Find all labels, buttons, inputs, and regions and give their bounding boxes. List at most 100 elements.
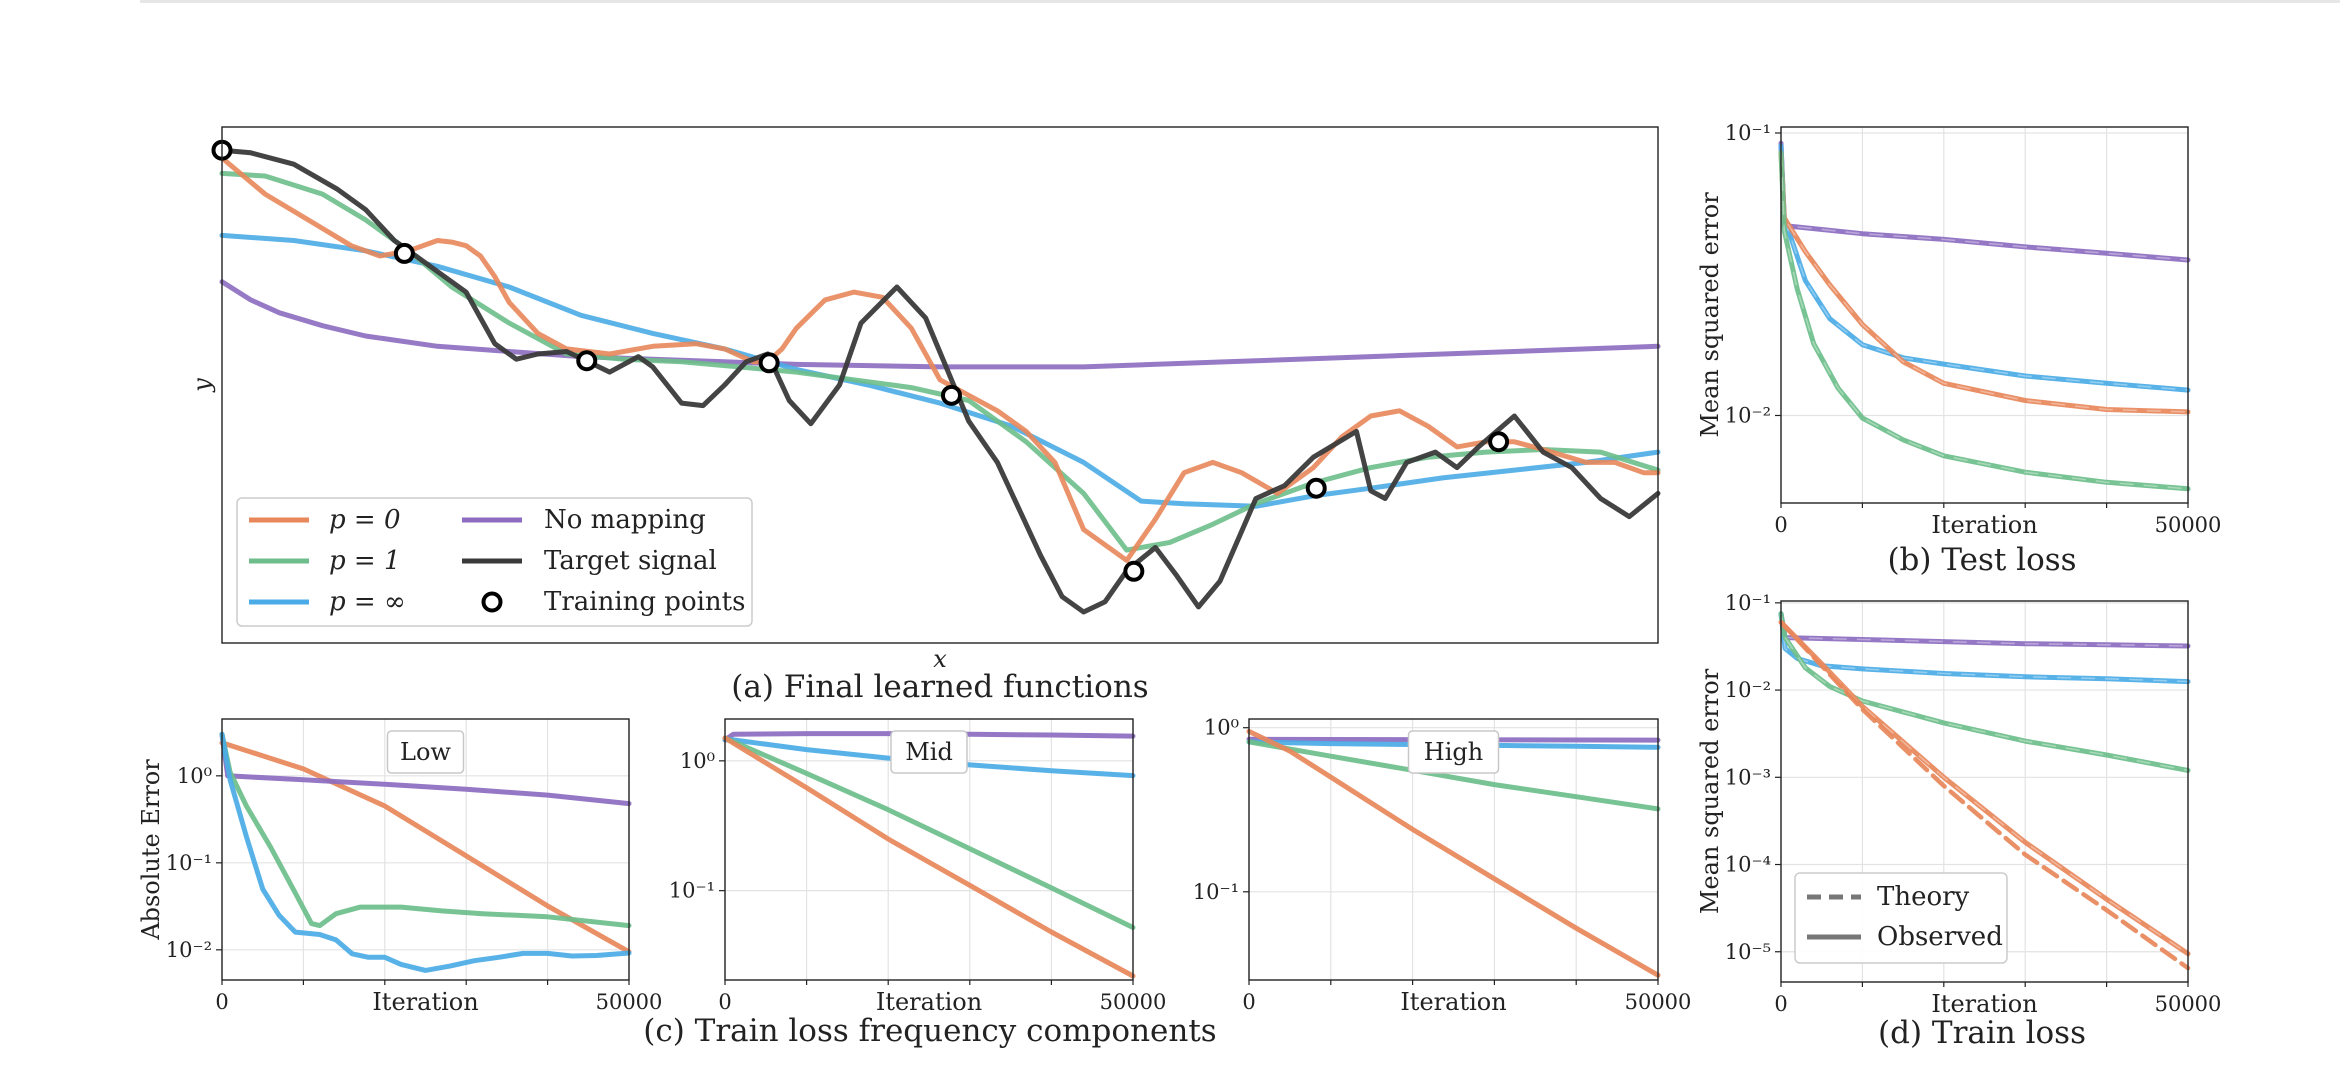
series-line-p0 [219,155,1661,563]
y-tick-label: 10⁰ [680,749,715,773]
theory-overlay-pinf [1780,145,2189,391]
frequency-band-box [1407,730,1500,774]
frequency-band-box [386,730,465,774]
legend-box [1794,872,2008,964]
x-tick-label: 50000 [2155,992,2222,1016]
y-tick-label: 10⁰ [177,764,212,788]
series-line-p1 [1778,150,2191,492]
caption-d: (d) Train loss [1878,1015,2086,1051]
training-point-marker [393,242,415,264]
panel-c-low-frequency: 0 50000 10⁰ 10⁻¹ 10⁻² Iteration Absolute Error… [137,718,663,1016]
training-point-marker [1488,431,1510,453]
y-axis-label: y [188,378,216,393]
plot-frame [221,718,630,981]
x-tick-label: 50000 [1625,990,1692,1014]
x-axis-label: Iteration [1400,988,1506,1016]
legend-label: No mapping [544,505,706,535]
caption-c: (c) Train loss frequency components [643,1013,1216,1049]
frequency-band-label: High [1424,738,1483,766]
series-line-pinf [219,731,632,973]
plot-frame [1780,600,2189,983]
legend-swatch-training [481,591,503,613]
series-line-p1 [1246,739,1661,812]
panel-a-final-learned-functions: x y p = 0 No mapping p = 1 Target signal p = ∞… [188,126,1661,673]
series-line-p1 [219,170,1661,553]
x-axis-label: x [933,645,947,673]
y-tick-label: 10⁻¹ [1193,880,1239,904]
series-line-nomap [1778,140,2191,263]
x-tick-label: 0 [1242,990,1255,1014]
legend-label-theory: Theory [1877,882,1970,912]
x-tick-label: 50000 [2155,513,2222,537]
series-line-pinf [1778,611,2191,685]
training-point-marker [758,352,780,374]
x-tick-label: 0 [1774,513,1787,537]
legend-label: Target signal [544,546,717,576]
series-line-p1 [219,731,632,929]
frequency-band-box [890,730,968,774]
x-axis-label: Iteration [1931,990,2037,1018]
theory-overlay-p1 [1780,152,2189,490]
theory-overlay-pinf [1780,613,2189,683]
x-tick-label: 0 [215,990,228,1014]
x-tick-label: 0 [1774,992,1787,1016]
top-border [140,0,2340,3]
series-line-pinf [219,232,1661,509]
panel-c-mid-frequency: 0 50000 10⁰ 10⁻¹ Iteration Mid [669,718,1167,1016]
x-axis-label: Iteration [372,988,478,1016]
series-line-pinf [1778,143,2191,393]
series-line-nomap [1778,611,2191,649]
y-axis-label: Mean squared error [1696,668,1724,914]
plot-frame [724,718,1134,981]
y-tick-label: 10⁻⁵ [1725,940,1771,964]
panel-b-test-loss: 0 50000 10⁻¹ 10⁻² Iteration Mean squared erro… [1696,121,2221,539]
frequency-band-label: Low [400,738,451,766]
plot-frame [221,126,1659,644]
plot-frame [1248,718,1659,981]
y-tick-label: 10⁻³ [1725,765,1771,789]
frequency-band-label: Mid [905,738,953,766]
x-tick-label: 50000 [1100,990,1167,1014]
legend-label-observed: Observed [1877,922,2003,952]
legend-label: p = 1 [329,546,401,576]
caption-b: (b) Test loss [1887,542,2076,578]
caption-a: (a) Final learned functions [731,669,1148,705]
training-point-marker [576,350,598,372]
legend-label: p = 0 [329,505,401,535]
series-line-target [219,147,1661,615]
training-point-marker [1123,560,1145,582]
y-tick-label: 10⁻¹ [1725,121,1771,145]
series-line-p0 [1778,150,2191,415]
series-line-p0 [219,740,632,955]
y-tick-label: 10⁻² [166,938,212,962]
series-line-p1 [722,735,1136,930]
legend-label: p = ∞ [329,587,406,617]
y-axis-label: Absolute Error [137,759,165,941]
panel-c-high-frequency: 0 50000 10⁰ 10⁻¹ Iteration High [1193,716,1692,1016]
series-line-nomap [722,731,1136,743]
legend-label: Training points [544,587,745,617]
y-tick-label: 10⁻¹ [166,851,212,875]
x-tick-label: 0 [718,990,731,1014]
training-point-marker [940,384,962,406]
training-point-marker [1305,477,1327,499]
x-axis-label: Iteration [876,988,982,1016]
panel-d-train-loss: 0 50000 10⁻¹ 10⁻² 10⁻³ 10⁻⁴ 10⁻⁵ Iteration Mean … [1696,591,2221,1018]
series-line-p0 [1246,728,1661,978]
series-line-p1 [1778,611,2191,773]
y-tick-label: 10⁻² [1725,403,1771,427]
theory-overlay-p1 [1780,613,2189,772]
y-tick-label: 10⁰ [1204,716,1239,740]
y-tick-label: 10⁻² [1725,678,1771,702]
plot-frame [1780,126,2189,504]
series-line-p0 [722,735,1136,979]
x-tick-label: 50000 [596,990,663,1014]
y-axis-label: Mean squared error [1696,192,1724,438]
theory-overlay-p0 [1780,152,2189,413]
series-line-p0-theory [1778,619,2191,971]
y-tick-label: 10⁻¹ [669,879,715,903]
x-axis-label: Iteration [1931,511,2037,539]
y-tick-label: 10⁻¹ [1725,591,1771,615]
y-tick-label: 10⁻⁴ [1725,853,1771,877]
